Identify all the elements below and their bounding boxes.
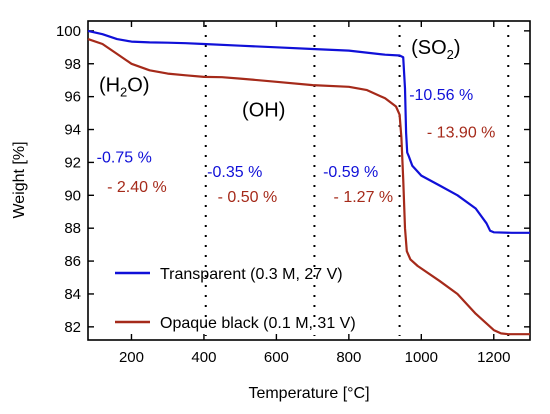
mass-loss-label-opaque: - 13.90 % bbox=[427, 125, 495, 142]
y-tick-label: 90 bbox=[64, 187, 81, 204]
plot-frame bbox=[87, 20, 531, 341]
x-tick-label: 800 bbox=[336, 349, 361, 366]
mass-loss-label-transparent: -10.56 % bbox=[409, 87, 473, 104]
y-tick-label: 86 bbox=[64, 253, 81, 270]
mass-loss-label-opaque: - 1.27 % bbox=[334, 189, 394, 206]
y-tick-label: 92 bbox=[64, 154, 81, 171]
annotations: (H2O) (OH) (SO2) -0.75 % - 2.40 % -0.35 % - 0.… bbox=[97, 37, 496, 206]
axis-ticks: 200 400 600 800 1000 1200 82 84 86 88 90 92 94 96 98 10… bbox=[56, 21, 530, 366]
mass-loss-label-transparent: -0.75 % bbox=[97, 149, 152, 166]
x-tick-label: 200 bbox=[119, 349, 144, 366]
y-tick-label: 96 bbox=[64, 89, 81, 106]
mass-loss-label-transparent: -0.59 % bbox=[323, 164, 378, 181]
legend: Transparent (0.3 M, 27 V) Opaque black (… bbox=[115, 266, 356, 332]
mass-loss-label-opaque: - 0.50 % bbox=[218, 189, 278, 206]
y-tick-label: 82 bbox=[64, 319, 81, 336]
x-axis-title: Temperature [°C] bbox=[248, 385, 369, 402]
mass-loss-label-transparent: -0.35 % bbox=[207, 164, 262, 181]
y-axis-title: Weight [%] bbox=[11, 141, 28, 218]
x-tick-label: 1000 bbox=[405, 349, 438, 366]
region-label: (H2O) bbox=[99, 75, 150, 100]
x-tick-label: 600 bbox=[264, 349, 289, 366]
series-lines bbox=[87, 29, 530, 336]
mass-loss-label-opaque: - 2.40 % bbox=[107, 179, 167, 196]
y-tick-label: 98 bbox=[64, 56, 81, 73]
x-tick-label: 400 bbox=[191, 349, 216, 366]
y-tick-label: 84 bbox=[64, 286, 81, 303]
series-line-opaque bbox=[87, 38, 530, 336]
region-label: (OH) bbox=[242, 99, 285, 121]
y-tick-label: 88 bbox=[64, 220, 81, 237]
series-line-transparent bbox=[87, 29, 530, 234]
legend-label-transparent: Transparent (0.3 M, 27 V) bbox=[160, 266, 343, 283]
y-tick-label: 100 bbox=[56, 23, 81, 40]
region-label: (SO2) bbox=[411, 37, 460, 62]
legend-label-opaque: Opaque black (0.1 M, 31 V) bbox=[160, 315, 356, 332]
y-tick-label: 94 bbox=[64, 122, 81, 139]
x-tick-label: 1200 bbox=[477, 349, 510, 366]
